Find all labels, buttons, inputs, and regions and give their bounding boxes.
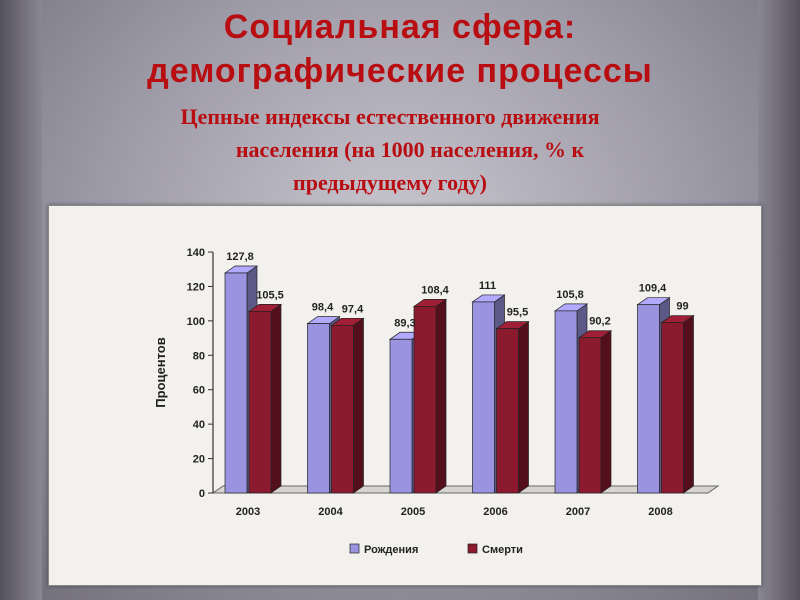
bar-deaths-side — [683, 314, 694, 494]
legend-label-births: Рождения — [364, 544, 418, 556]
x-tick-label: 2007 — [566, 506, 590, 518]
data-label-births: 111 — [479, 280, 496, 292]
x-tick-label: 2004 — [318, 506, 343, 518]
data-label-births: 98,4 — [312, 302, 334, 314]
x-tick-label: 2005 — [401, 506, 425, 518]
bar-deaths — [248, 311, 272, 494]
bar-deaths — [331, 324, 354, 494]
data-label-deaths: 90,2 — [589, 316, 610, 328]
bar-deaths-side — [518, 320, 529, 494]
data-label-deaths: 105,5 — [256, 289, 284, 301]
y-tick-label: 0 — [199, 488, 205, 500]
y-tick-label: 40 — [193, 419, 205, 431]
slide-subtitle-line1: Цепные индексы естественного движения — [180, 104, 600, 129]
bar-deaths — [413, 306, 437, 494]
y-tick-label: 120 — [187, 281, 205, 293]
slide-title-line2: демографические процессы — [147, 52, 653, 90]
bar-births — [224, 272, 248, 494]
data-label-births: 127,8 — [226, 251, 254, 263]
bar-deaths-side — [270, 303, 282, 494]
data-label-deaths: 97,4 — [342, 303, 364, 315]
y-tick-label: 100 — [187, 316, 205, 328]
x-tick-label: 2008 — [648, 506, 672, 518]
chart: 0 20 40 60 80 100 120 140 Процентов 127,8 105,5 200… — [153, 247, 720, 556]
slide-frame-right — [758, 0, 800, 600]
bar-births — [389, 338, 413, 494]
bar-deaths-side — [353, 317, 364, 494]
slide-frame-left — [0, 0, 42, 600]
y-tick-label: 80 — [193, 350, 205, 362]
bar-births — [307, 323, 330, 494]
data-label-deaths: 99 — [676, 301, 688, 313]
bar-deaths — [496, 328, 519, 494]
legend-label-deaths: Смерти — [482, 544, 523, 556]
data-label-births: 105,8 — [556, 289, 584, 301]
bar-births — [637, 304, 660, 494]
data-label-deaths: 95,5 — [507, 307, 528, 319]
x-tick-label: 2003 — [236, 506, 260, 518]
legend-swatch-births — [349, 543, 360, 554]
y-tick-label: 60 — [193, 385, 205, 397]
bar-deaths — [578, 337, 602, 494]
bar-births — [554, 310, 578, 494]
slide-title-line1: Социальная сфера: — [223, 8, 577, 46]
slide-subtitle-line3: предыдущему году) — [293, 170, 487, 195]
y-axis-label: Процентов — [153, 337, 168, 407]
slide-subtitle-line2: населения (на 1000 населения, % к — [235, 137, 585, 162]
legend-swatch-deaths — [467, 543, 478, 554]
bar-births — [472, 301, 495, 494]
y-tick-label: 140 — [187, 247, 205, 259]
bar-deaths-side — [435, 298, 447, 494]
bar-deaths-side — [600, 330, 612, 494]
data-label-births: 109,4 — [639, 283, 667, 295]
data-label-births: 89,3 — [394, 317, 415, 329]
bar-deaths — [661, 322, 684, 494]
data-label-deaths: 108,4 — [421, 284, 449, 296]
y-tick-label: 20 — [193, 454, 205, 466]
x-tick-label: 2006 — [483, 506, 507, 518]
